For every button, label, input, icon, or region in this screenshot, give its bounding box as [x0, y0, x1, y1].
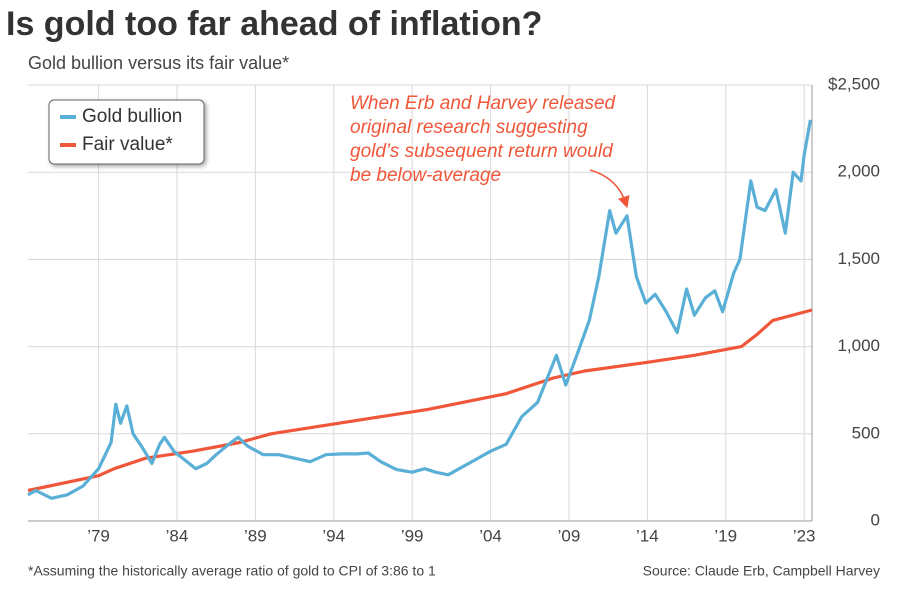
annotation-arrow	[589, 169, 630, 209]
annotation: When Erb and Harvey released	[350, 93, 617, 114]
annotation: gold’s subsequent return would	[350, 141, 614, 162]
x-tick-label: ’23	[793, 526, 816, 545]
x-tick-label: ’09	[558, 526, 581, 545]
series-line	[27, 119, 812, 500]
x-tick-label: ’79	[87, 526, 110, 545]
x-tick-label: ’94	[322, 526, 345, 545]
x-tick-label: ’04	[479, 526, 502, 545]
source: Source: Claude Erb, Campbell Harvey	[643, 563, 880, 579]
x-tick-label: ’99	[401, 526, 424, 545]
legend-label: Fair value*	[82, 134, 173, 155]
y-tick-label: 2,000	[837, 162, 880, 181]
x-tick-label: ’19	[714, 526, 737, 545]
x-tick-label: ’84	[166, 526, 189, 545]
annotation: original research suggesting	[350, 117, 588, 138]
y-tick-label: $2,500	[828, 74, 880, 93]
chart-title: Is gold too far ahead of inflation?	[6, 5, 542, 43]
x-tick-label: ’14	[636, 526, 659, 545]
chart-subtitle: Gold bullion versus its fair value*	[28, 53, 289, 73]
y-tick-label: 0	[871, 510, 880, 529]
x-tick-label: ’89	[244, 526, 267, 545]
legend-label: Gold bullion	[82, 106, 182, 127]
legend-box	[48, 99, 205, 165]
annotation: be below-average	[350, 165, 501, 186]
series-line	[27, 308, 813, 493]
footnote: *Assuming the historically average ratio…	[28, 563, 436, 579]
y-tick-label: 1,000	[837, 336, 880, 355]
y-tick-label: 1,500	[837, 249, 880, 268]
y-tick-label: 500	[852, 423, 880, 442]
